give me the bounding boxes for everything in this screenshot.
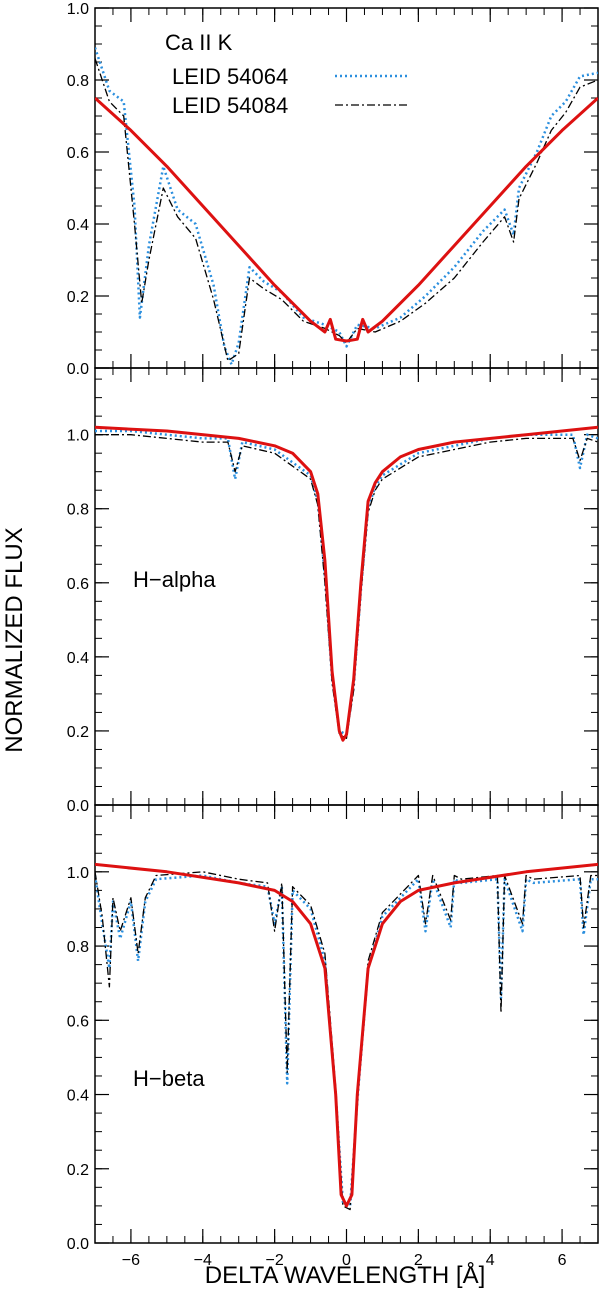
- y-tick-label: 0.2: [67, 724, 89, 741]
- x-tick-label: 6: [558, 1252, 567, 1269]
- y-tick-label: 0.6: [67, 576, 89, 593]
- y-tick-label: 0.4: [67, 217, 89, 234]
- legend-label: LEID 54084: [172, 93, 288, 118]
- x-axis-label: DELTA WAVELENGTH [Å]: [205, 1261, 486, 1289]
- panels: 0.0 0.2 0.4 0.6 0.8 1.0 Ca II K 0.0 0.2 0.4 0.6 0.8…: [67, 1, 599, 1269]
- series-line-leid-54064: [95, 47, 598, 366]
- y-tick-label: 0.8: [67, 73, 89, 90]
- x-tick-label: −4: [194, 1252, 212, 1269]
- series-line-leid-54084: [95, 871, 598, 1211]
- y-axis-label: NORMALIZED FLUX: [1, 527, 28, 752]
- y-tick-label: 0.4: [67, 1088, 89, 1105]
- y-tick-label: 0.8: [67, 939, 89, 956]
- y-tick-label: 0.6: [67, 145, 89, 162]
- panel-h-alpha: 0.0 0.2 0.4 0.6 0.8 1.0 H−alpha: [67, 367, 599, 815]
- series-line-leid-54084: [95, 58, 598, 362]
- y-tick-label: 0.0: [67, 798, 89, 815]
- x-tick-label: −6: [122, 1252, 140, 1269]
- y-tick-label: 0.2: [67, 289, 89, 306]
- y-tick-label: 0.0: [67, 361, 89, 378]
- y-tick-label: 1.0: [67, 428, 89, 445]
- y-tick-label: 0.0: [67, 1236, 89, 1253]
- panel-title: H−alpha: [133, 567, 216, 592]
- panel-ca-ii-k: 0.0 0.2 0.4 0.6 0.8 1.0 Ca II K: [67, 1, 599, 378]
- series-line-model: [95, 425, 598, 742]
- series-line-leid-54064: [95, 874, 598, 1208]
- legend-label: LEID 54064: [172, 64, 288, 89]
- y-tick-label: 0.8: [67, 502, 89, 519]
- panel-title: H−beta: [133, 1066, 205, 1091]
- panel-h-beta: 0.0 0.2 0.4 0.6 0.8 1.0 H−beta −6 −4 −2 0 2 4 6: [67, 804, 599, 1269]
- y-tick-label: 0.6: [67, 1013, 89, 1030]
- x-tick-label: 0: [342, 1252, 351, 1269]
- series-line-model: [95, 862, 598, 1208]
- legend: LEID 54064 LEID 54084: [172, 64, 410, 118]
- series-line-model: [95, 96, 598, 343]
- y-tick-label: 0.2: [67, 1162, 89, 1179]
- x-tick-label: 2: [414, 1252, 423, 1269]
- y-tick-label: 1.0: [67, 865, 89, 882]
- y-tick-label: 0.4: [67, 650, 89, 667]
- x-tick-label: −2: [266, 1252, 284, 1269]
- x-tick-label: 4: [486, 1252, 495, 1269]
- panel-title: Ca II K: [165, 30, 233, 55]
- plot-frame: [94, 804, 599, 1244]
- y-tick-label: 1.0: [67, 1, 89, 18]
- series-line-leid-54084: [95, 434, 598, 739]
